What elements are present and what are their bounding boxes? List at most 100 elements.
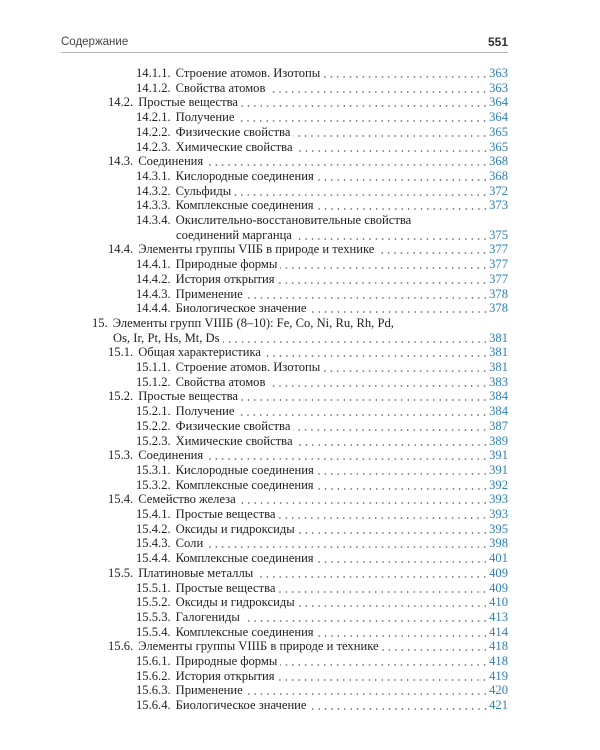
entry-page-link[interactable]: 395	[489, 521, 508, 536]
entry-page-link[interactable]: 365	[489, 139, 508, 154]
toc-entry[interactable]: 14.3.4. Окислительно-восстановительные св…	[136, 213, 508, 228]
entry-page-link[interactable]: 389	[489, 433, 508, 448]
toc-entry[interactable]: 15.5.1. Простые вещества 409	[136, 581, 508, 596]
dot-leader	[316, 487, 489, 490]
toc-entry[interactable]: 15.5.3. Галогениды 413	[136, 610, 508, 625]
toc-entry[interactable]: 14.4.2. История открытия 377	[136, 272, 508, 287]
toc-entry[interactable]: 14.2.1. Получение 364	[136, 110, 508, 125]
entry-page-link[interactable]: 368	[489, 168, 508, 183]
toc-entry[interactable]: 14.3.2. Сульфиды 372	[136, 184, 508, 199]
entry-page-link[interactable]: 419	[489, 668, 508, 683]
entry-page-link[interactable]: 378	[489, 301, 508, 316]
entry-page-link[interactable]: 413	[489, 609, 508, 624]
toc-entry[interactable]: 15.6.4. Биологическое значение 421	[136, 698, 508, 713]
entry-page-link[interactable]: 410	[489, 595, 508, 610]
entry-number: 15.5.2.	[136, 595, 171, 610]
toc-entry[interactable]: 15.4.3. Соли 398	[136, 536, 508, 551]
entry-page-link[interactable]: 364	[489, 95, 508, 110]
toc-entry[interactable]: 14.1.1. Строение атомов. Изотопы 363	[136, 66, 508, 81]
entry-page-link[interactable]: 393	[489, 492, 508, 507]
entry-page-link[interactable]: 383	[489, 374, 508, 389]
toc-entry[interactable]: 15.4.2. Оксиды и гидроксиды 395	[136, 522, 508, 537]
entry-page-link[interactable]: 381	[489, 360, 508, 374]
entry-number: 15.4.	[108, 492, 134, 507]
entry-number: 15.6.2.	[136, 668, 171, 683]
toc-entry[interactable]: 15.4.4. Комплексные соединения 401	[136, 551, 508, 566]
entry-title: Свойства атомов	[175, 374, 266, 389]
entry-page-link[interactable]: 381	[489, 345, 508, 360]
entry-page-link[interactable]: 377	[489, 257, 508, 272]
entry-page-link[interactable]: 384	[489, 404, 508, 419]
entry-number: 15.4.3.	[136, 536, 171, 551]
entry-page-link[interactable]: 393	[489, 507, 508, 521]
entry-page-link[interactable]: 373	[489, 198, 508, 213]
entry-page-link[interactable]: 372	[489, 183, 508, 198]
entry-page-link[interactable]: 363	[489, 66, 508, 80]
entry-page-link[interactable]: 363	[489, 80, 508, 95]
entry-number: 15.2.	[108, 389, 134, 404]
entry-page-link[interactable]: 384	[489, 389, 508, 404]
toc-entry[interactable]: 15.1. Общая характеристика 381	[108, 345, 508, 360]
entry-page-link[interactable]: 401	[489, 551, 508, 566]
entry-page-link[interactable]: 418	[489, 639, 508, 654]
toc-entry[interactable]: 14.3.3. Комплексные соединения 373	[136, 198, 508, 213]
toc-entry[interactable]: 14.4. Элементы группы VIIБ в природе и те…	[108, 242, 508, 257]
dot-leader	[323, 76, 489, 78]
toc-entry[interactable]: 14.2.2. Физические свойства 365	[136, 125, 508, 140]
toc-entry[interactable]: 14.4.3. Применение 378	[136, 287, 508, 302]
entry-page-link[interactable]: 365	[489, 124, 508, 139]
toc-entry[interactable]: 15.6.2. История открытия 419	[136, 669, 508, 684]
toc-entry[interactable]: 15.6.1. Природные формы 418	[136, 654, 508, 669]
toc-entry[interactable]: 15.6. Элементы группы VIIIБ в природе и т…	[108, 639, 508, 654]
toc-entry[interactable]: 15.5. Платиновые металлы 409	[108, 566, 508, 581]
entry-page-link[interactable]: 392	[489, 477, 508, 492]
entry-number: 15.5.3.	[136, 609, 171, 624]
entry-page-link[interactable]: 391	[489, 448, 508, 463]
toc-entry[interactable]: 15.1.2. Свойства атомов 383	[136, 375, 508, 390]
toc-entry[interactable]: 15. Элементы групп VIIIБ (8–10): Fe, Co, …	[92, 316, 508, 331]
entry-number: 15.6.	[108, 639, 134, 654]
entry-page-link[interactable]: 418	[489, 654, 508, 668]
entry-page-link[interactable]: 391	[489, 462, 508, 477]
entry-page-link[interactable]: 377	[489, 271, 508, 286]
entry-page-link[interactable]: 409	[489, 580, 508, 595]
toc-entry-continuation: соединений марганца 375	[176, 228, 508, 243]
toc-entry[interactable]: 15.4.1. Простые вещества 393	[136, 507, 508, 522]
toc-entry[interactable]: 14.2.3. Химические свойства 365	[136, 140, 508, 155]
entry-number: 15.5.	[108, 565, 134, 580]
toc-entry[interactable]: 15.3. Соединения 391	[108, 448, 508, 463]
entry-page-link[interactable]: 381	[489, 330, 508, 345]
toc-entry[interactable]: 14.2. Простые вещества 364	[108, 95, 508, 110]
toc-entry[interactable]: 14.4.4. Биологическое значение 378	[136, 301, 508, 316]
entry-page-link[interactable]: 409	[489, 565, 508, 580]
entry-page-link[interactable]: 421	[489, 698, 508, 713]
toc-entry[interactable]: 15.4. Семейство железа 393	[108, 492, 508, 507]
entry-page-link[interactable]: 387	[489, 418, 508, 433]
toc-entry[interactable]: 15.2.1. Получение 384	[136, 404, 508, 419]
dot-leader	[295, 149, 489, 152]
entry-page-link[interactable]: 420	[489, 683, 508, 698]
toc-entry[interactable]: 15.2.2. Физические свойства 387	[136, 419, 508, 434]
entry-page-link[interactable]: 377	[489, 242, 508, 257]
entry-page-link[interactable]: 378	[489, 286, 508, 301]
toc-entry[interactable]: 15.5.4. Комплексные соединения 414	[136, 625, 508, 640]
toc-entry[interactable]: 14.1.2. Свойства атомов 363	[136, 81, 508, 96]
toc-entry[interactable]: 15.2. Простые вещества 384	[108, 389, 508, 404]
toc-entry[interactable]: 15.1.1. Строение атомов. Изотопы 381	[136, 360, 508, 375]
toc-entry[interactable]: 15.6.3. Применение 420	[136, 683, 508, 698]
entry-page-link[interactable]: 414	[489, 624, 508, 639]
toc-entry[interactable]: 15.2.3. Химические свойства 389	[136, 434, 508, 449]
toc-entry[interactable]: 15.5.2. Оксиды и гидроксиды 410	[136, 595, 508, 610]
toc-entry[interactable]: 15.3.2. Комплексные соединения 392	[136, 478, 508, 493]
toc-entry[interactable]: 14.3.1. Кислородные соединения 368	[136, 169, 508, 184]
dot-leader	[222, 340, 489, 343]
toc-entry[interactable]: 15.3.1. Кислородные соединения 391	[136, 463, 508, 478]
toc-entry[interactable]: 14.4.1. Природные формы 377	[136, 257, 508, 272]
entry-page-link[interactable]: 364	[489, 110, 508, 125]
entry-page-link[interactable]: 375	[489, 227, 508, 242]
entry-page-link[interactable]: 398	[489, 536, 508, 551]
dot-leader	[309, 708, 489, 711]
toc-entry[interactable]: 14.3. Соединения 368	[108, 154, 508, 169]
dot-leader	[316, 472, 489, 475]
entry-page-link[interactable]: 368	[489, 154, 508, 169]
